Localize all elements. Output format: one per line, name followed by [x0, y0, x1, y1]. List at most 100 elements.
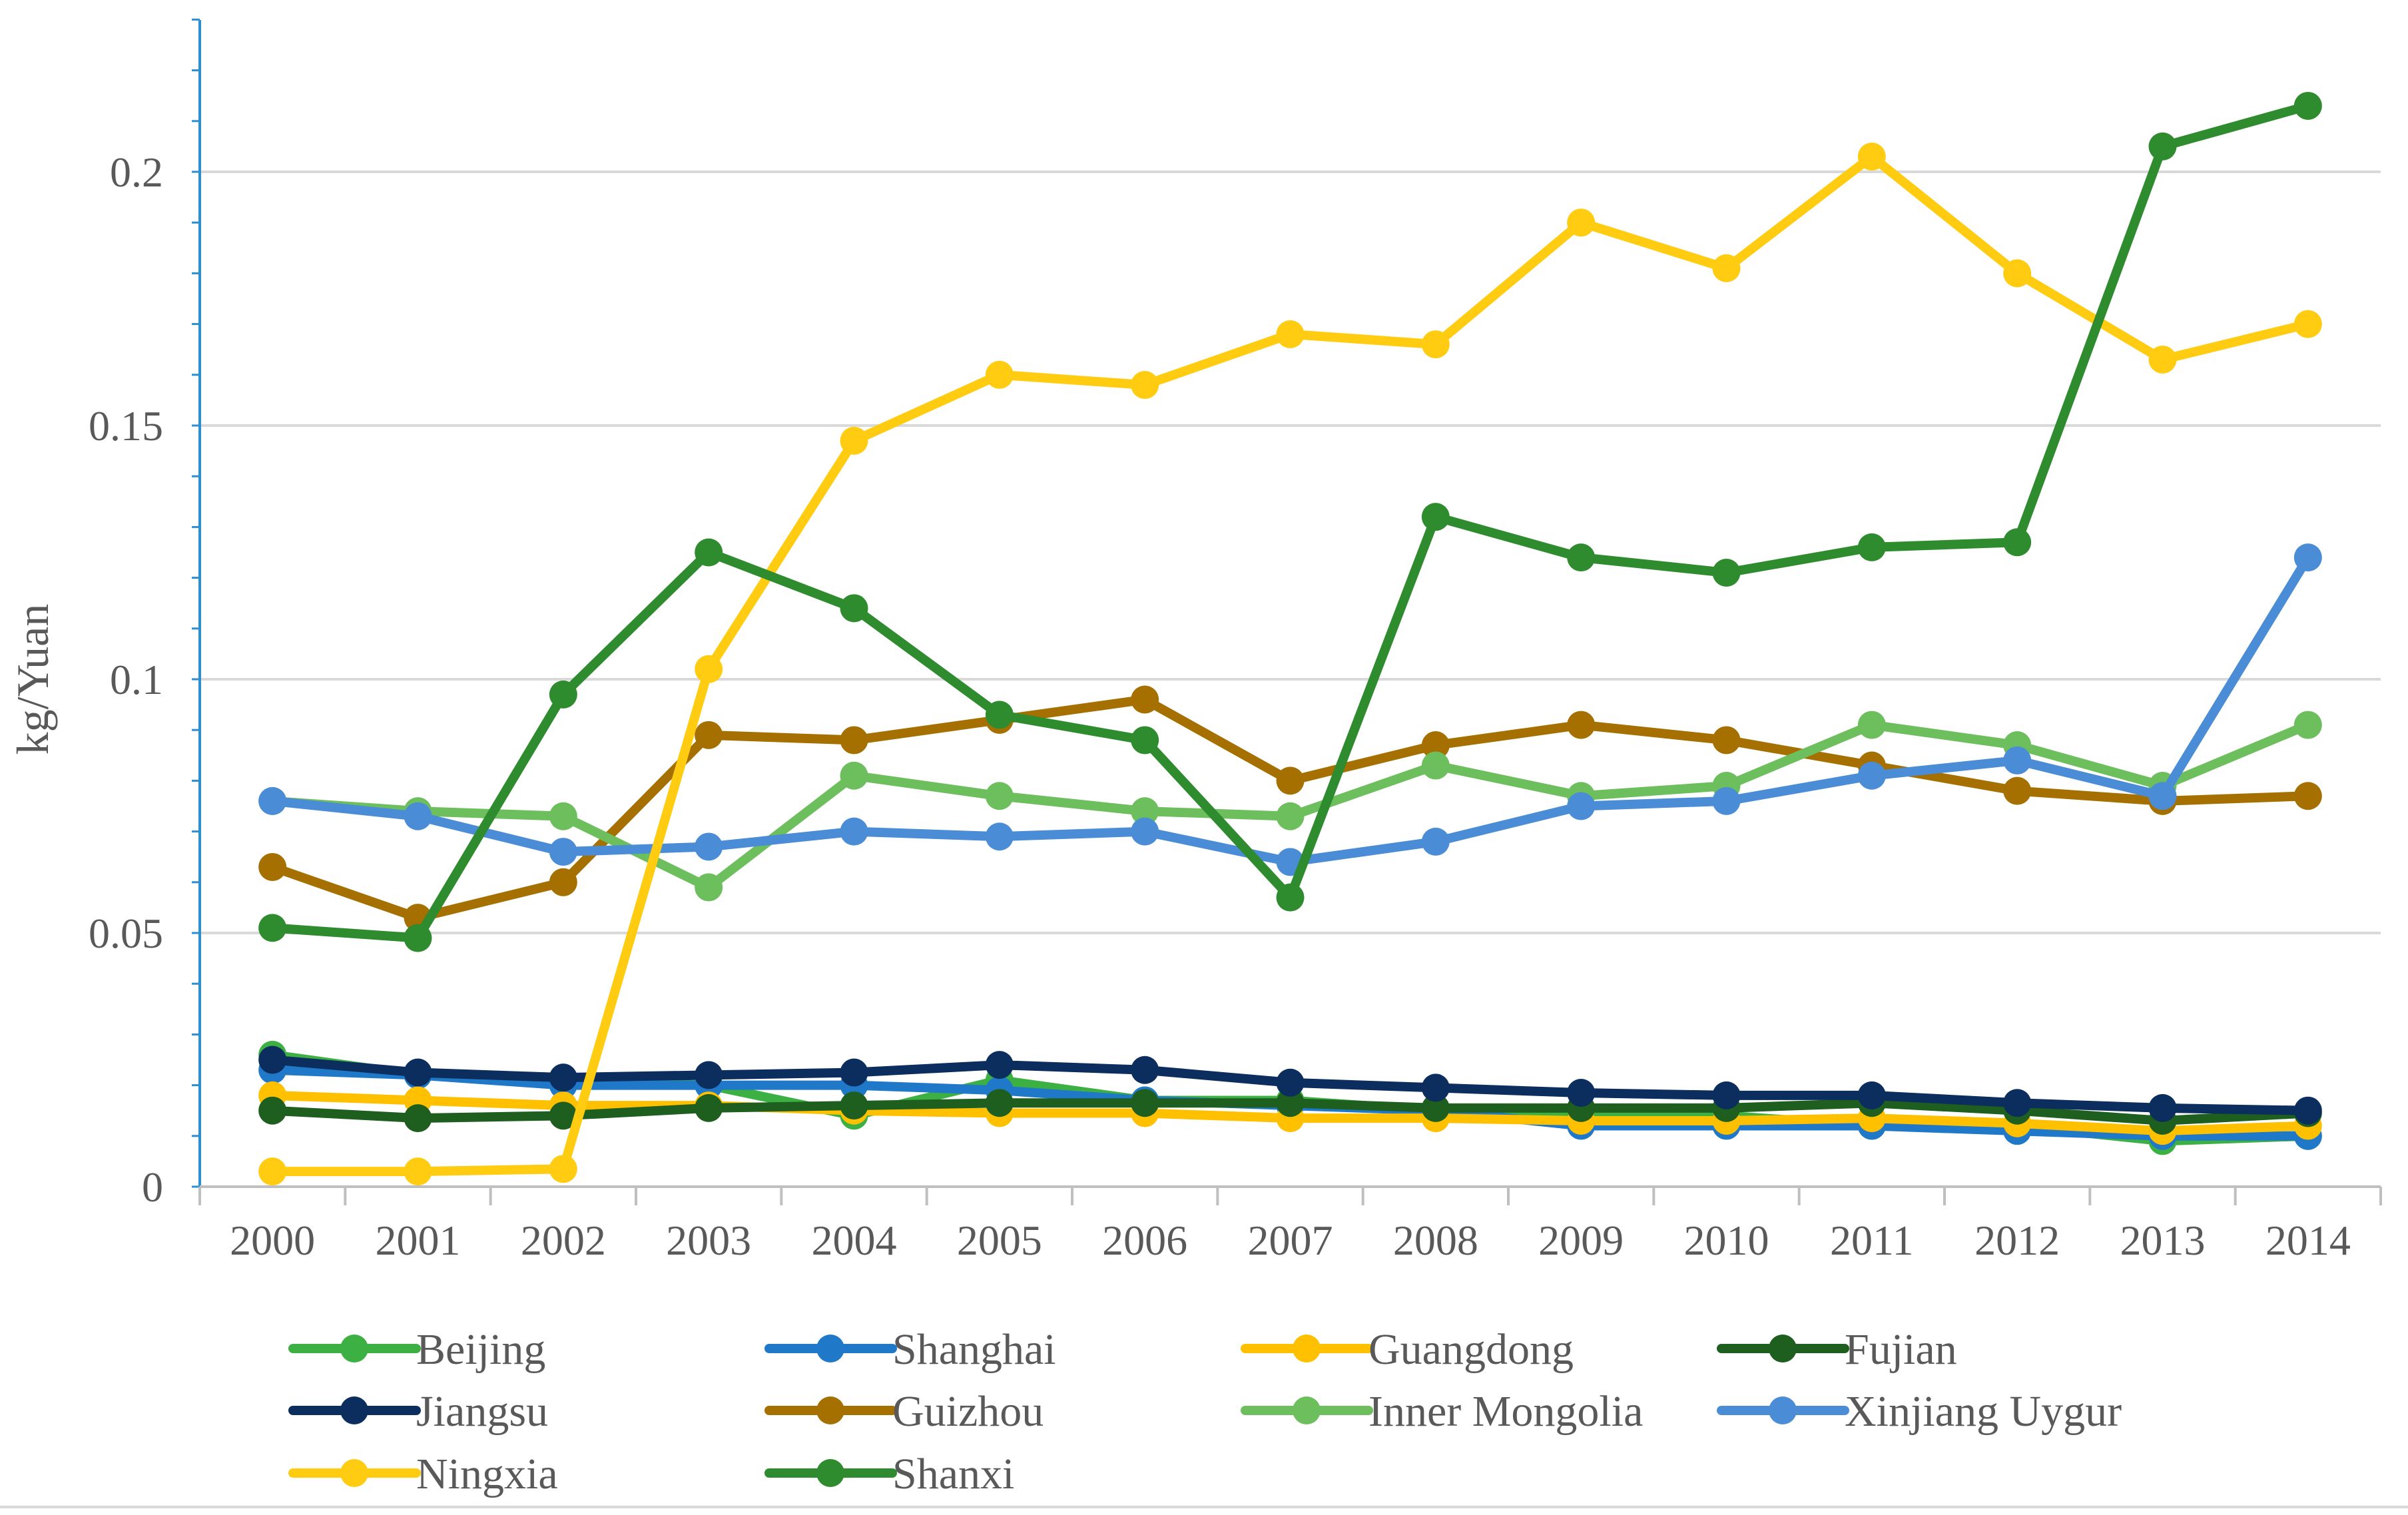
point-ningxia-2006 [1131, 371, 1159, 400]
point-jiangsu-2001 [404, 1058, 432, 1087]
point-jiangsu-2008 [1421, 1073, 1450, 1102]
point-ningxia-2012 [2003, 259, 2032, 288]
point-xinjiang-uygur-2013 [2148, 782, 2177, 810]
x-tick-label: 2005 [957, 1217, 1042, 1264]
point-jiangsu-2009 [1567, 1079, 1596, 1107]
point-xinjiang-uygur-2014 [2293, 543, 2322, 572]
point-jiangsu-2000 [258, 1046, 287, 1074]
point-ningxia-2007 [1276, 320, 1305, 348]
legend-label: Shanxi [892, 1450, 1014, 1498]
y-tick-label: 0 [142, 1163, 163, 1211]
point-shanxi-2009 [1567, 543, 1596, 572]
point-ningxia-2004 [840, 426, 868, 455]
point-jiangsu-2012 [2003, 1089, 2032, 1117]
point-jiangsu-2004 [840, 1058, 868, 1087]
point-inner-mongolia-2006 [1131, 797, 1159, 826]
point-xinjiang-uygur-2005 [985, 822, 1014, 851]
legend-item-shanxi: Shanxi [764, 1450, 1014, 1498]
point-shanxi-2007 [1276, 883, 1305, 912]
point-ningxia-2005 [985, 360, 1014, 389]
legend-swatch-marker [816, 1335, 844, 1363]
point-guizhou-2000 [258, 852, 287, 881]
legend-swatch-marker [340, 1335, 368, 1363]
x-tick-label: 2006 [1102, 1217, 1187, 1264]
point-guizhou-2009 [1567, 711, 1596, 739]
legend-swatch-marker [1293, 1335, 1321, 1363]
point-shanxi-2001 [404, 924, 432, 952]
series-guizhou [258, 685, 2322, 932]
series-lines [258, 91, 2322, 1186]
point-inner-mongolia-2002 [549, 802, 577, 830]
point-fujian-2000 [258, 1096, 287, 1125]
point-shanxi-2000 [258, 914, 287, 942]
point-ningxia-2009 [1567, 208, 1596, 237]
point-jiangsu-2013 [2148, 1093, 2177, 1122]
point-jiangsu-2005 [985, 1051, 1014, 1079]
point-jiangsu-2003 [695, 1061, 723, 1089]
point-ningxia-2008 [1421, 330, 1450, 359]
point-xinjiang-uygur-2000 [258, 786, 287, 815]
legend: Beijing Shanghai Guangdong Fujian Jiangsu Gui… [0, 1325, 2408, 1508]
point-guizhou-2006 [1131, 685, 1159, 714]
point-guizhou-2010 [1712, 726, 1741, 755]
x-tick-label: 2003 [666, 1217, 751, 1264]
point-guizhou-2014 [2293, 782, 2322, 810]
y-tick-label: 0.15 [89, 402, 163, 450]
point-xinjiang-uygur-2012 [2003, 746, 2032, 774]
legend-label: Ningxia [416, 1450, 558, 1498]
point-fujian-2004 [840, 1091, 868, 1120]
point-guizhou-2008 [1421, 731, 1450, 760]
point-xinjiang-uygur-2006 [1131, 817, 1159, 846]
point-ningxia-2013 [2148, 345, 2177, 374]
legend-item-fujian: Fujian [1717, 1325, 1957, 1374]
point-xinjiang-uygur-2008 [1421, 827, 1450, 856]
point-shanxi-2011 [1857, 533, 1886, 561]
point-fujian-2003 [695, 1093, 723, 1122]
point-shanxi-2012 [2003, 528, 2032, 557]
legend-label: Jiangsu [416, 1387, 548, 1436]
legend-item-xinjiang-uygur: Xinjiang Uygur [1717, 1387, 2122, 1436]
point-jiangsu-2014 [2293, 1096, 2322, 1125]
point-shanxi-2010 [1712, 558, 1741, 587]
series-jiangsu [258, 1046, 2322, 1125]
legend-label: Guizhou [892, 1387, 1044, 1436]
legend-swatch-marker [1769, 1396, 1797, 1424]
x-tick-label: 2007 [1248, 1217, 1333, 1264]
x-tick-label: 2004 [812, 1217, 897, 1264]
point-jiangsu-2006 [1131, 1056, 1159, 1084]
point-guizhou-2003 [695, 721, 723, 749]
point-xinjiang-uygur-2011 [1857, 761, 1886, 790]
y-tick-label: 0.1 [110, 656, 163, 703]
point-inner-mongolia-2005 [985, 782, 1014, 810]
point-guizhou-2002 [549, 868, 577, 896]
point-inner-mongolia-2014 [2293, 711, 2322, 739]
point-inner-mongolia-2007 [1276, 802, 1305, 830]
point-ningxia-2001 [404, 1157, 432, 1186]
point-xinjiang-uygur-2002 [549, 838, 577, 866]
legend-label: Inner Mongolia [1368, 1387, 1643, 1436]
legend-item-shanghai: Shanghai [764, 1325, 1056, 1374]
point-inner-mongolia-2011 [1857, 711, 1886, 739]
point-fujian-2005 [985, 1089, 1014, 1117]
point-jiangsu-2011 [1857, 1081, 1886, 1109]
point-shanxi-2014 [2293, 91, 2322, 120]
point-guizhou-2004 [840, 726, 868, 755]
point-xinjiang-uygur-2010 [1712, 786, 1741, 815]
point-xinjiang-uygur-2001 [404, 802, 432, 830]
legend-item-ningxia: Ningxia [288, 1450, 558, 1498]
x-tick-label: 2002 [521, 1217, 606, 1264]
legend-swatch-marker [816, 1459, 844, 1487]
point-inner-mongolia-2004 [840, 761, 868, 790]
point-xinjiang-uygur-2009 [1567, 792, 1596, 820]
legend-item-beijing: Beijing [288, 1325, 545, 1374]
series-xinjiang-uygur [258, 543, 2322, 876]
point-inner-mongolia-2003 [695, 873, 723, 902]
x-tick-label: 2001 [376, 1217, 461, 1264]
x-tick-label: 2013 [2120, 1217, 2206, 1264]
legend-swatch-marker [816, 1396, 844, 1424]
point-ningxia-2010 [1712, 254, 1741, 282]
legend-label: Xinjiang Uygur [1845, 1387, 2122, 1436]
x-tick-label: 2008 [1393, 1217, 1478, 1264]
legend-item-inner-mongolia: Inner Mongolia [1241, 1387, 1643, 1436]
point-ningxia-2003 [695, 655, 723, 683]
